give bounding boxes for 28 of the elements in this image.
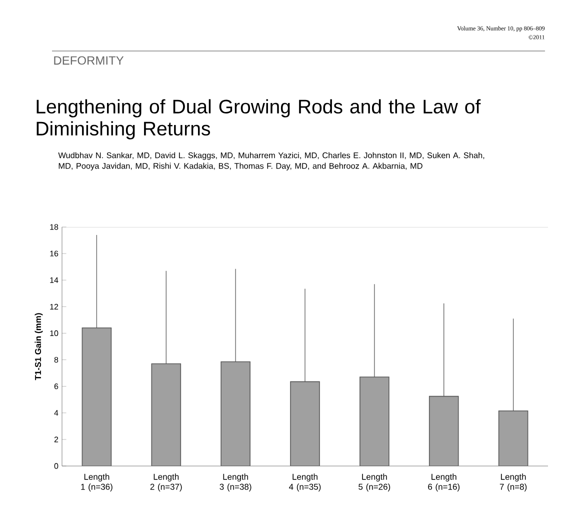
chart-subtitle: Wudbhav N. Sankar, MD, David L. Skaggs, MD, Muharrem Yazici, MD, Charles E. Johnston II, MD, Suken A. Shah, MD, Pooya Javidan, MD, Rishi V. Kadakia, BS, Thomas F. Day, MD, and Behrooz A. Akbarnia, MD	[58, 152, 484, 170]
y-axis-title: T1-S1 Gain (mm)	[34, 313, 43, 380]
y-tick-label: 14	[50, 277, 58, 283]
bar	[151, 363, 182, 466]
y-tick-label: 16	[50, 250, 58, 256]
x-tick-label: Length 3 (n=38)	[220, 474, 252, 492]
y-tick-label: 10	[50, 330, 58, 336]
bar	[498, 410, 528, 466]
x-tick-label: Length 5 (n=26)	[358, 474, 390, 492]
y-tick-label: 18	[50, 224, 58, 230]
y-tick-label: 4	[54, 410, 58, 416]
text: DEFORMITY	[54, 56, 124, 65]
x-tick-label: Length 2 (n=37)	[150, 474, 182, 492]
y-tick-label: 8	[54, 356, 58, 363]
x-tick-label: Length 7 (n=8)	[500, 474, 527, 492]
bar	[428, 396, 459, 466]
bar	[82, 328, 112, 466]
bar	[290, 381, 320, 466]
y-tick-label: 0	[54, 463, 58, 469]
x-tick-label: Length 6 (n=16)	[428, 474, 460, 492]
y-tick-label: 12	[50, 304, 58, 310]
y-tick-label: 6	[54, 384, 58, 390]
y-tick-label: 2	[54, 436, 58, 442]
bar	[220, 361, 250, 466]
bar	[360, 376, 390, 466]
x-tick-label: Length 1 (n=36)	[81, 474, 112, 492]
x-tick-label: Length 4 (n=35)	[289, 474, 321, 492]
chart-title: Lengthening of Dual Growing Rods and the Law of Diminishing Returns	[36, 99, 481, 140]
